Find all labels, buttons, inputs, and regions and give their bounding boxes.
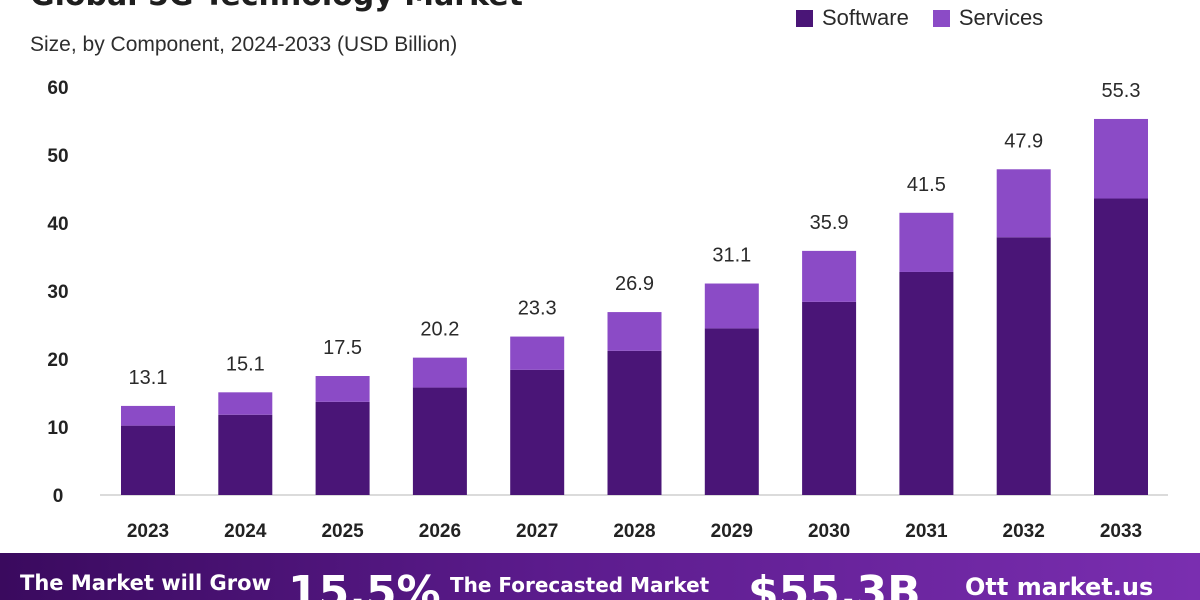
x-tick-label: 2026 — [419, 521, 461, 542]
bar-software — [996, 237, 1051, 495]
y-tick-label: 20 — [47, 350, 68, 371]
bar-services — [704, 283, 759, 329]
x-tick-label: 2023 — [127, 521, 169, 542]
bar-software — [218, 414, 273, 495]
y-tick-label: 0 — [53, 486, 64, 507]
bar-total-label: 26.9 — [615, 273, 654, 295]
banner-forecast-text: The Forecasted Market — [450, 573, 710, 597]
bar-software — [412, 387, 467, 495]
chart-title: Global 5G Technology Market — [30, 0, 523, 13]
bar-services — [121, 405, 175, 426]
legend-label-software: Software — [822, 5, 909, 30]
bar-software — [899, 271, 954, 495]
y-tick-label: 60 — [47, 78, 68, 99]
bar-software — [510, 369, 565, 495]
bar-total-label: 23.3 — [518, 298, 557, 320]
bar-software — [802, 301, 857, 495]
legend-swatch-services — [932, 9, 950, 27]
bar-services — [996, 169, 1051, 238]
legend-swatch-software — [796, 9, 813, 27]
bar-services — [607, 312, 662, 351]
x-tick-label: 2028 — [613, 521, 655, 542]
bar-software — [704, 328, 759, 495]
bar-chart: 010203040506013.1202315.1202417.5202520.… — [47, 78, 1168, 542]
bar-services — [1094, 118, 1148, 199]
banner-trailing-text: Ott market.us — [965, 573, 1154, 600]
bar-software — [315, 401, 370, 495]
x-tick-label: 2024 — [224, 521, 267, 542]
x-tick-label: 2029 — [711, 521, 753, 542]
footer-banner: The Market will Grow 15.5% The Forecaste… — [0, 553, 1200, 600]
bar-total-label: 17.5 — [323, 337, 362, 359]
bar-total-label: 47.9 — [1004, 130, 1043, 152]
y-tick-label: 10 — [47, 418, 68, 439]
bar-services — [510, 336, 565, 370]
bar-total-label: 41.5 — [907, 174, 946, 196]
y-tick-label: 50 — [47, 146, 68, 167]
bar-total-label: 31.1 — [712, 245, 751, 267]
bar-services — [315, 376, 370, 402]
x-tick-label: 2030 — [808, 521, 850, 542]
x-tick-label: 2025 — [321, 521, 364, 542]
bar-total-label: 13.1 — [129, 367, 168, 389]
legend-label-services: Services — [958, 5, 1044, 30]
banner-grow-text: The Market will Grow — [20, 571, 271, 595]
bar-software — [121, 425, 175, 495]
bar-services — [218, 392, 273, 415]
x-tick-label: 2031 — [905, 521, 948, 542]
bar-total-label: 20.2 — [420, 319, 459, 341]
banner-cagr: 15.5% — [288, 567, 441, 600]
bar-services — [412, 357, 467, 388]
bar-services — [899, 212, 954, 272]
x-tick-label: 2027 — [516, 521, 558, 542]
banner-market-size: $55.3B — [748, 567, 921, 600]
x-tick-label: 2033 — [1100, 521, 1142, 542]
x-tick-label: 2032 — [1003, 521, 1045, 542]
bar-software — [1094, 198, 1148, 495]
y-tick-label: 40 — [47, 214, 68, 235]
bar-total-label: 35.9 — [810, 212, 849, 234]
bar-total-label: 55.3 — [1102, 80, 1141, 102]
bar-services — [802, 250, 857, 302]
legend-item-services: Services — [932, 5, 1044, 31]
chart-subtitle: Size, by Component, 2024-2033 (USD Billi… — [30, 33, 458, 56]
bar-software — [607, 350, 662, 495]
chart-legend: Software Services — [796, 5, 1043, 31]
y-tick-label: 30 — [47, 282, 68, 303]
legend-item-software: Software — [796, 5, 909, 31]
bar-total-label: 15.1 — [226, 353, 265, 375]
